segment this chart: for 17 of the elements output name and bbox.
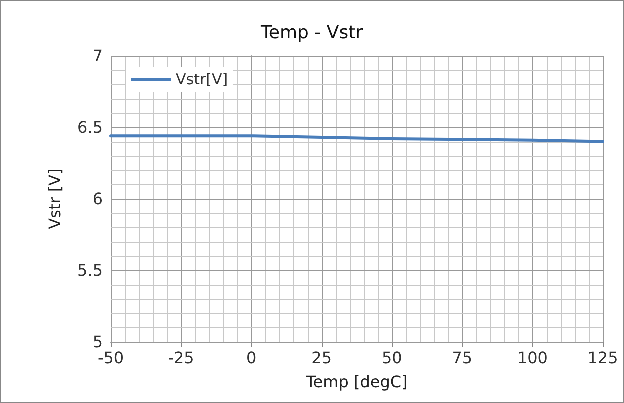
x-tick-label: -25 xyxy=(168,348,194,368)
chart-title: Temp - Vstr xyxy=(260,22,364,44)
y-tick-label: 6 xyxy=(92,190,103,208)
x-axis-title: Temp [degC] xyxy=(305,372,408,392)
x-tick-label: -50 xyxy=(98,348,124,368)
legend-label: Vstr[V] xyxy=(176,70,228,88)
y-tick-label: 5.5 xyxy=(78,261,103,280)
x-tick-label: 0 xyxy=(246,348,257,368)
y-tick-label: 7 xyxy=(92,46,103,66)
x-tick-label: 125 xyxy=(588,348,618,368)
y-axis-title: Vstr [V] xyxy=(46,168,64,230)
y-tick-label: 6.5 xyxy=(78,118,103,137)
x-tick-label: 75 xyxy=(452,348,473,368)
x-tick-label: 50 xyxy=(382,348,402,368)
x-tick-label: 25 xyxy=(312,348,332,368)
y-tick-label: 5 xyxy=(92,332,103,352)
x-tick-label: 100 xyxy=(517,348,548,368)
